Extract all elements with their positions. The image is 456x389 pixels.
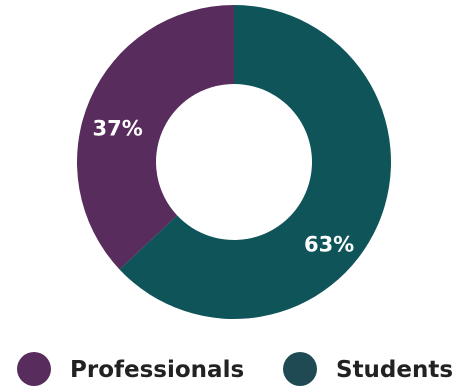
slice-professionals <box>77 5 235 270</box>
legend-label-professionals: Professionals <box>70 357 244 383</box>
legend-label-students: Students <box>336 357 453 383</box>
slices-group <box>77 5 392 319</box>
slice-students <box>119 5 392 319</box>
legend-marker-professionals <box>17 352 51 386</box>
legend: Professionals Students <box>17 352 453 386</box>
legend-marker-students <box>283 352 317 386</box>
slice-label-professionals: 37% <box>93 117 143 141</box>
slice-label-students: 63% <box>304 233 354 257</box>
slice-labels-group: 63% 37% <box>93 117 355 257</box>
